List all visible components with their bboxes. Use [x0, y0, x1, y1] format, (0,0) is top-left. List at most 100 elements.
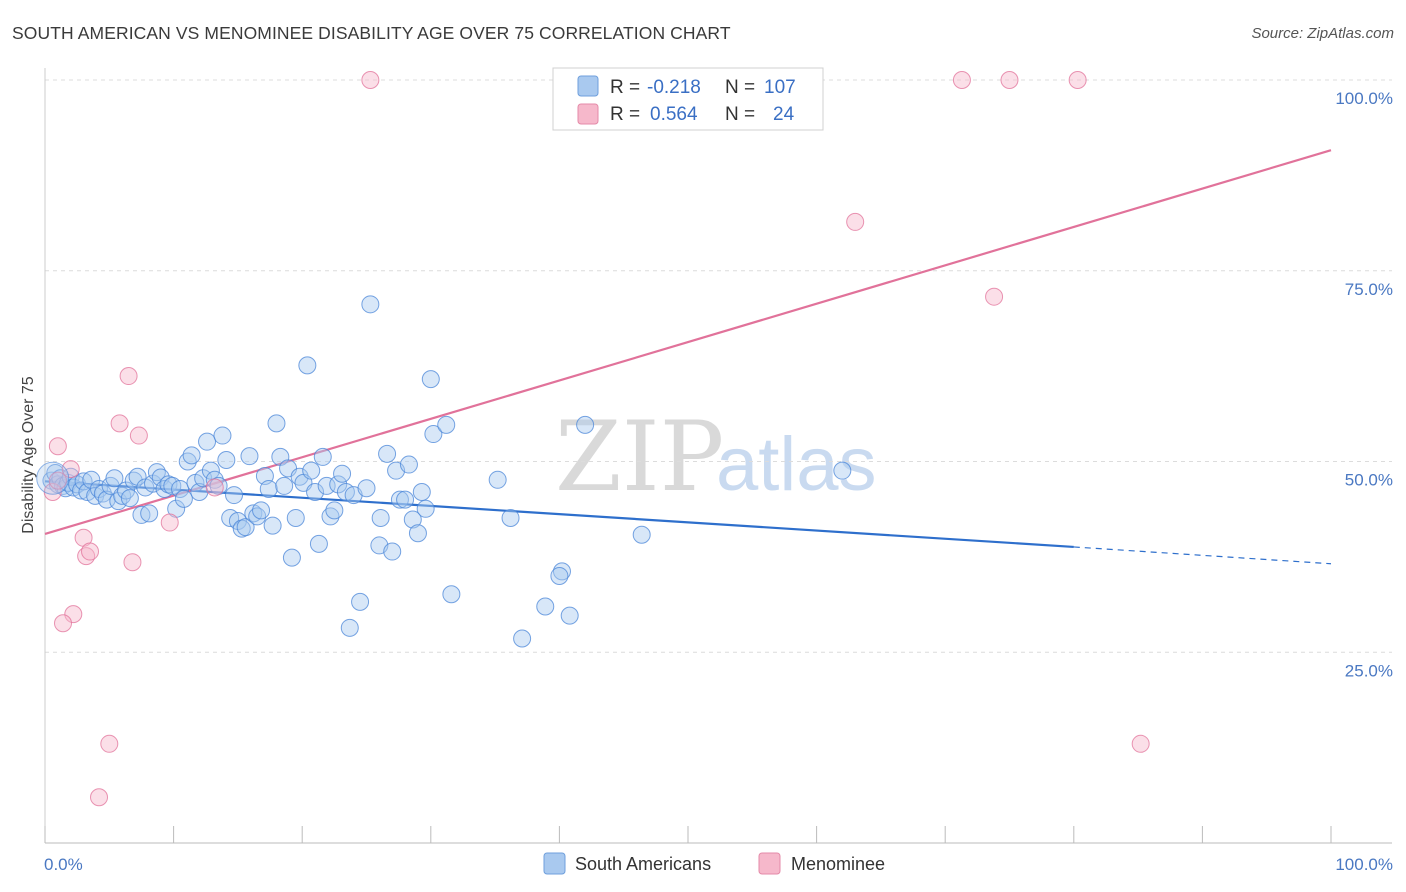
point-0-72	[309, 534, 328, 553]
series-0-points	[42, 295, 852, 648]
point-1-8	[90, 788, 109, 807]
data-points	[36, 71, 1150, 807]
point-0-28	[140, 504, 159, 523]
y-tick-label-1: 50.0%	[1345, 471, 1393, 490]
point-0-39	[182, 446, 201, 465]
point-0-25	[128, 467, 147, 486]
point-0-96	[416, 499, 435, 518]
point-0-110	[550, 566, 569, 585]
point-0-73	[313, 447, 332, 466]
point-1-23	[48, 471, 67, 490]
point-1-16	[361, 71, 380, 89]
point-0-76	[325, 501, 344, 520]
point-1-11	[119, 367, 138, 386]
point-1-20	[985, 287, 1004, 306]
point-0-92	[399, 455, 418, 474]
point-0-94	[408, 524, 427, 543]
point-0-102	[501, 508, 520, 527]
point-0-59	[259, 479, 278, 498]
watermark: ZIP atlas	[555, 401, 877, 513]
point-0-78	[333, 464, 352, 483]
point-0-91	[396, 490, 415, 509]
legend-n-value-2: 24	[773, 104, 795, 125]
legend-n-label-2: N =	[725, 104, 755, 125]
point-1-1	[48, 437, 67, 456]
point-0-97	[421, 370, 440, 389]
point-0-36	[171, 479, 190, 498]
point-0-86	[371, 508, 390, 527]
point-0-103	[513, 629, 532, 648]
point-0-66	[286, 508, 305, 527]
point-0-61	[267, 414, 286, 433]
x-tick-label-0: 0.0%	[44, 855, 83, 874]
chart-title: SOUTH AMERICAN VS MENOMINEE DISABILITY A…	[12, 23, 731, 43]
point-0-88	[383, 542, 402, 561]
point-1-22	[1131, 734, 1150, 753]
point-0-107	[576, 415, 595, 434]
point-1-14	[160, 513, 179, 532]
point-1-17	[846, 212, 865, 231]
legend-r-value-2: 0.564	[650, 104, 698, 125]
series-swatch-south-americans	[543, 852, 566, 875]
point-0-43	[198, 432, 217, 451]
y-axis-label: Disability Age Over 75	[20, 376, 37, 534]
legend-n-label-1: N =	[725, 77, 755, 98]
point-1-2	[61, 460, 80, 479]
legend-r-label-2: R =	[610, 104, 640, 125]
point-0-84	[361, 295, 380, 314]
point-0-90	[390, 490, 409, 509]
point-0-100	[442, 585, 461, 604]
y-tick-label-3: 100.0%	[1335, 89, 1393, 108]
watermark-zip: ZIP	[555, 401, 724, 513]
source-label: Source: ZipAtlas.com	[1251, 25, 1394, 42]
point-0-19	[105, 469, 124, 488]
point-0-26	[132, 505, 151, 524]
point-0-80	[340, 618, 359, 637]
point-0-101	[488, 470, 507, 489]
correlation-legend: R = -0.218 N = 107 R = 0.564 N = 24	[552, 67, 824, 131]
point-0-69	[298, 356, 317, 375]
point-0-57	[252, 501, 271, 520]
trend-line-0	[44, 480, 1074, 549]
point-1-3	[64, 605, 83, 624]
point-1-18	[952, 71, 971, 89]
legend-r-value-1: -0.218	[647, 77, 701, 98]
point-1-10	[110, 414, 129, 433]
y-tick-label-0: 25.0%	[1345, 661, 1393, 680]
point-0-108	[632, 525, 651, 544]
x-tick-labels: 0.0% 100.0%	[44, 855, 1393, 874]
x-tick-label-1: 100.0%	[1335, 855, 1393, 874]
point-0-109	[833, 461, 852, 480]
point-0-17	[97, 490, 116, 509]
point-0-77	[329, 475, 348, 494]
point-0-60	[263, 516, 282, 535]
point-0-37	[174, 489, 193, 508]
point-cluster	[36, 461, 70, 495]
gridlines	[45, 79, 1392, 653]
point-1-12	[123, 553, 142, 572]
point-0-53	[236, 518, 255, 537]
point-0-83	[357, 479, 376, 498]
y-tick-label-2: 75.0%	[1345, 280, 1393, 299]
point-0-95	[412, 483, 431, 502]
point-0-54	[240, 447, 259, 466]
point-0-82	[351, 592, 370, 611]
watermark-atlas: atlas	[716, 422, 877, 507]
series-1-points	[43, 71, 1150, 807]
point-1-15	[205, 478, 224, 497]
y-tick-labels: 25.0% 50.0% 75.0% 100.0%	[1335, 89, 1393, 680]
point-1-19	[1000, 71, 1019, 89]
point-1-21	[1068, 71, 1087, 89]
legend-r-label-1: R =	[610, 77, 640, 98]
series-swatch-menominee	[758, 852, 781, 875]
point-0-70	[302, 461, 321, 480]
legend-n-value-1: 107	[764, 77, 796, 98]
point-0-23	[120, 489, 139, 508]
axes	[44, 68, 1392, 844]
trend-line-ext-0	[1073, 546, 1332, 565]
point-1-7	[81, 542, 100, 561]
point-0-48	[217, 450, 236, 469]
point-0-99	[437, 415, 456, 434]
point-0-106	[560, 606, 579, 625]
